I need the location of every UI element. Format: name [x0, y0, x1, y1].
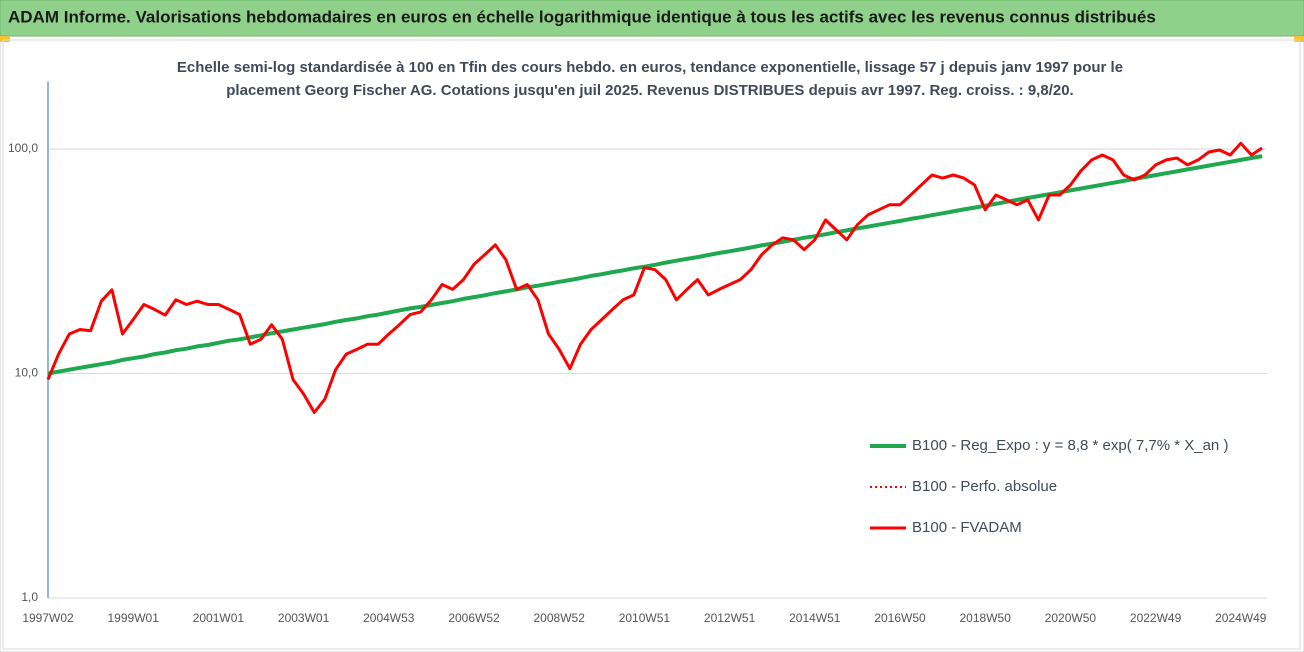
x-tick-label: 2016W50 — [874, 611, 926, 625]
x-tick-label: 2004W53 — [363, 611, 415, 625]
legend-label: B100 - Reg_Expo : y = 8,8 * exp( 7,7% * … — [912, 437, 1228, 454]
chart-frame — [2, 39, 1301, 650]
subtitle-line: placement Georg Fischer AG. Cotations ju… — [226, 82, 1073, 99]
x-tick-label: 2014W51 — [789, 611, 841, 625]
x-tick-label: 2012W51 — [704, 611, 756, 625]
x-tick-label: 2010W51 — [619, 611, 671, 625]
x-tick-label: 2018W50 — [960, 611, 1012, 625]
x-tick-label: 2020W50 — [1045, 611, 1097, 625]
x-tick-label: 1997W02 — [22, 611, 74, 625]
corner-mark — [1294, 36, 1304, 42]
x-tick-label: 2003W01 — [278, 611, 330, 625]
y-tick-label: 1,0 — [21, 590, 38, 604]
chart-title: ADAM Informe. Valorisations hebdomadaire… — [8, 7, 1156, 26]
x-tick-label: 1999W01 — [108, 611, 160, 625]
x-tick-label: 2008W52 — [534, 611, 586, 625]
y-tick-label: 10,0 — [15, 366, 39, 380]
x-tick-label: 2001W01 — [193, 611, 245, 625]
x-tick-label: 2024W49 — [1215, 611, 1267, 625]
series-line — [46, 141, 1263, 414]
legend-label: B100 - FVADAM — [912, 519, 1022, 536]
x-tick-label: 2022W49 — [1130, 611, 1182, 625]
corner-mark — [0, 36, 10, 42]
series-line — [47, 154, 1263, 376]
header-bar — [0, 0, 1304, 37]
x-tick-label: 2006W52 — [448, 611, 500, 625]
y-tick-label: 100,0 — [8, 141, 38, 155]
subtitle-line: Echelle semi-log standardisée à 100 en T… — [177, 59, 1123, 76]
legend-label: B100 - Perfo. absolue — [912, 478, 1057, 495]
